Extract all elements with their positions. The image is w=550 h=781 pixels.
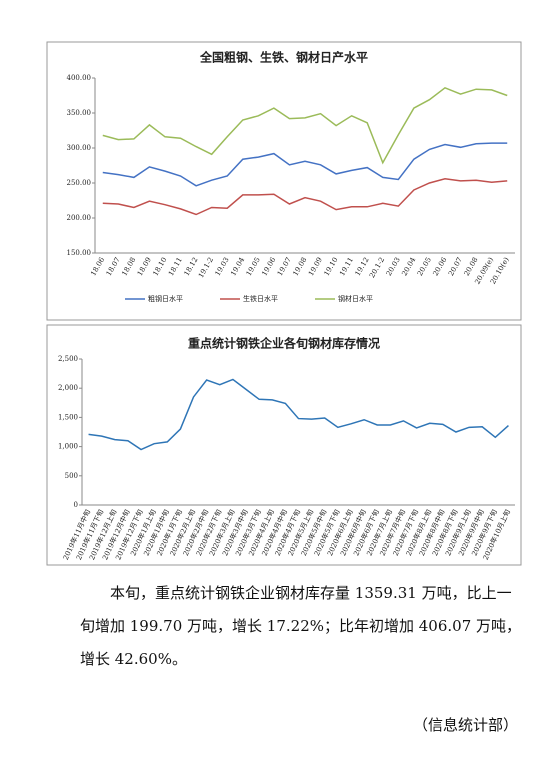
x-tick-label: 19.03 [214, 256, 231, 277]
x-tick-label: 19.05 [245, 256, 262, 277]
x-tick-label: 18.11 [167, 256, 184, 277]
x-tick-label: 20.06 [432, 256, 449, 278]
x-tick-label: 19.1-2 [197, 256, 215, 279]
x-tick-label: 20.07 [447, 256, 464, 277]
x-tick-label: 18.10 [152, 256, 169, 277]
x-tick-label: 19.09 [307, 256, 324, 277]
y-tick-label: 2,000 [58, 384, 78, 392]
x-tick-label: 18.07 [105, 256, 122, 277]
y-tick-label: 200.00 [67, 214, 92, 222]
series-line [88, 378, 509, 451]
x-tick-label: 19.06 [260, 256, 277, 278]
y-tick-label: 1,500 [58, 413, 78, 421]
chart-frame [46, 324, 522, 566]
legend-label: 粗钢日水平 [148, 294, 183, 303]
x-tick-label: 18.08 [120, 256, 137, 277]
x-tick-label: 20.05 [416, 256, 433, 277]
x-tick-label: 19.04 [229, 256, 246, 278]
signature: （信息统计部） [412, 716, 518, 734]
series-line [102, 142, 508, 187]
y-tick-label: 300.00 [67, 144, 92, 152]
y-tick-label: 0 [74, 501, 78, 509]
paragraph: 本旬，重点统计钢铁企业钢材库存量 1359.31 万吨，比上一旬增加 199.7… [80, 584, 522, 668]
x-tick-label: 19.10 [323, 256, 340, 277]
x-tick-label: 18.09 [136, 256, 153, 277]
y-tick-label: 1,000 [58, 443, 78, 451]
x-tick-label: 20.04 [400, 256, 417, 278]
chart-frame [46, 41, 522, 321]
x-tick-label: 20.1-2 [368, 256, 386, 279]
y-tick-label: 400.00 [67, 74, 92, 82]
y-tick-label: 150.00 [67, 249, 92, 257]
x-tick-label: 20.03 [385, 256, 402, 277]
y-tick-label: 500 [65, 472, 78, 480]
series-line [102, 86, 508, 165]
chart-title: 重点统计钢铁企业各旬钢材库存情况 [188, 336, 380, 351]
y-tick-label: 250.00 [67, 179, 92, 187]
series-line [102, 178, 508, 216]
x-tick-label: 19.11 [338, 256, 355, 277]
legend-label: 生铁日水平 [243, 294, 278, 303]
y-tick-label: 350.00 [67, 109, 92, 117]
y-tick-label: 2,500 [58, 355, 78, 363]
x-tick-label: 19.07 [276, 256, 293, 277]
legend-label: 钢材日水平 [338, 294, 373, 303]
chart-title: 全国粗钢、生铁、钢材日产水平 [199, 50, 368, 65]
x-tick-label: 18.06 [89, 256, 106, 278]
x-tick-label: 19.08 [292, 256, 309, 277]
